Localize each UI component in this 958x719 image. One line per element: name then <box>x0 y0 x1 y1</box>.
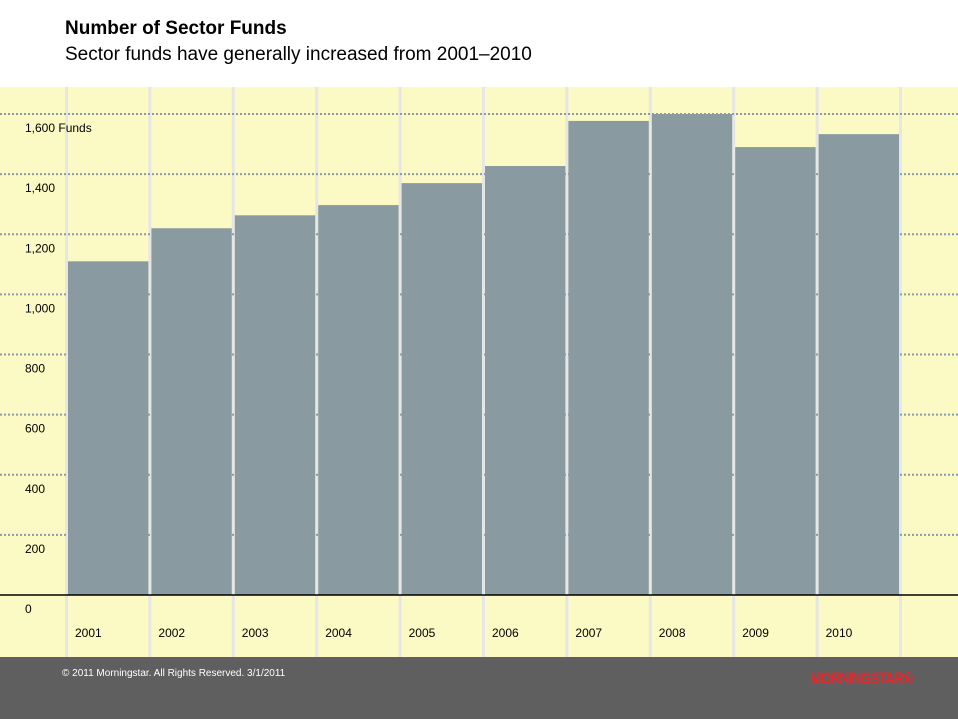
column-separator <box>398 87 402 657</box>
bar-2005 <box>401 183 482 596</box>
bar-2004 <box>318 205 399 595</box>
column-separator <box>815 87 819 657</box>
column-separator <box>65 87 68 657</box>
bar-2008 <box>651 114 733 595</box>
x-tick-label: 2003 <box>242 626 269 640</box>
bar-2010 <box>818 134 899 595</box>
column-separator <box>899 87 902 657</box>
bar-2002 <box>151 228 232 596</box>
y-tick-label: 800 <box>25 362 45 376</box>
x-tick-label: 2006 <box>492 626 519 640</box>
chart-subtitle: Sector funds have generally increased fr… <box>65 44 532 65</box>
footer: © 2011 Morningstar. All Rights Reserved.… <box>0 657 958 719</box>
column-separator <box>315 87 319 657</box>
y-tick-label: 1,600 Funds <box>25 121 92 135</box>
y-tick-label: 200 <box>25 542 45 556</box>
chart-title: Number of Sector Funds <box>65 18 287 39</box>
bar-2007 <box>568 120 649 596</box>
column-separator <box>148 87 152 657</box>
x-tick-label: 2001 <box>75 626 102 640</box>
x-tick-label: 2004 <box>325 626 352 640</box>
y-tick-label: 1,200 <box>25 241 55 255</box>
bar-2001 <box>68 261 149 595</box>
y-tick-label: 600 <box>25 422 45 436</box>
y-tick-label: 1,400 <box>25 181 55 195</box>
column-separator <box>648 87 652 657</box>
x-tick-label: 2002 <box>158 626 185 640</box>
bar-2006 <box>485 166 566 595</box>
x-tick-label: 2009 <box>742 626 769 640</box>
column-separator <box>565 87 569 657</box>
morningstar-logo: MORNINGSTAR® <box>810 669 913 688</box>
y-tick-label: 400 <box>25 482 45 496</box>
x-tick-label: 2008 <box>659 626 686 640</box>
y-tick-label: 1,000 <box>25 301 55 315</box>
x-tick-label: 2007 <box>575 626 602 640</box>
bar-chart: 0 200 400 600 800 1,000 1,200 1,400 1,600 Funds 2… <box>0 87 958 657</box>
bar-2003 <box>234 215 316 596</box>
column-separator <box>231 87 235 657</box>
bar-2009 <box>735 147 816 595</box>
column-separator <box>732 87 736 657</box>
x-tick-label: 2005 <box>409 626 436 640</box>
copyright-text: © 2011 Morningstar. All Rights Reserved.… <box>62 668 286 679</box>
column-separator <box>482 87 485 657</box>
y-tick-label: 0 <box>25 602 32 616</box>
x-tick-label: 2010 <box>826 626 853 640</box>
